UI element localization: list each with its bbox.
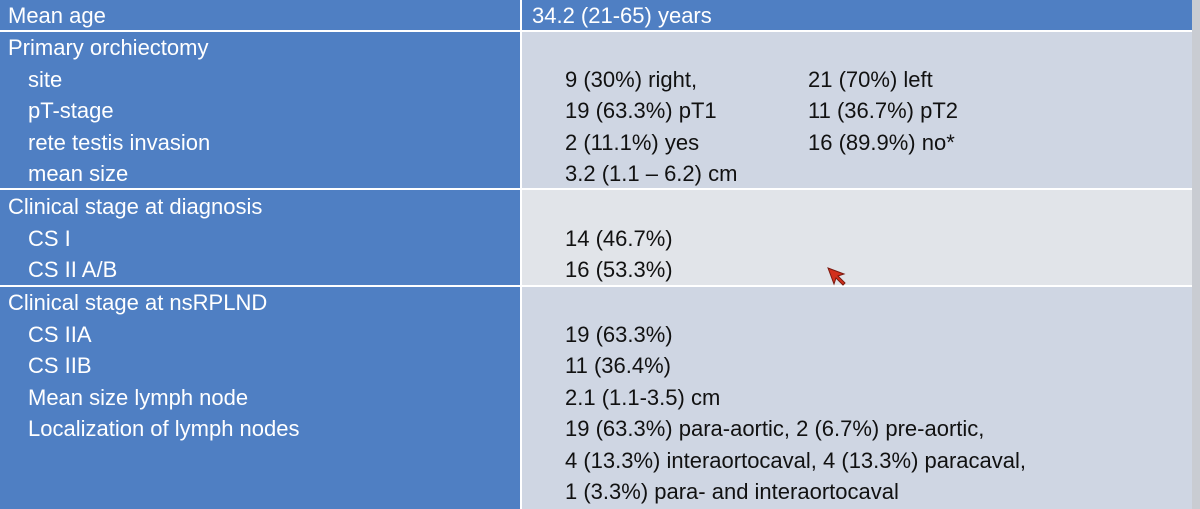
row-values: 19 (63.3%) pT1 11 (36.7%) pT2: [522, 95, 1192, 127]
row-values: 14 (46.7%): [522, 223, 1192, 255]
row-label: Mean size lymph node: [28, 384, 249, 410]
value-cell: 9 (30%) right, 21 (70%) left 19 (63.3%) pT…: [522, 32, 1192, 188]
header-value: 34.2 (21-65) years: [532, 3, 712, 28]
row-value: 16 (53.3%): [565, 257, 673, 282]
value-cell: 14 (46.7%) 16 (53.3%): [522, 190, 1192, 285]
label-cell: Primary orchiectomy site pT-stage rete test…: [0, 32, 520, 188]
spacer: [522, 287, 1192, 319]
row-values: 9 (30%) right, 21 (70%) left: [522, 64, 1192, 96]
label-cell: Clinical stage at diagnosis CS I CS II A/B: [0, 190, 520, 285]
row-value-line: 1 (3.3%) para- and interaortocaval: [565, 479, 899, 504]
row-label: CS II A/B: [28, 257, 118, 282]
group-heading: Primary orchiectomy: [8, 35, 209, 60]
group-heading: Clinical stage at nsRPLND: [8, 290, 268, 315]
row-value: 14 (46.7%): [565, 225, 673, 251]
row-label: CS I: [28, 225, 71, 251]
row-value-line: 19 (63.3%) para-aortic, 2 (6.7%) pre-aor…: [565, 416, 985, 441]
spacer: [522, 191, 1192, 223]
row-label: pT-stage: [28, 98, 114, 123]
row-value: 11 (36.4%): [565, 353, 671, 378]
row-values: 19 (63.3%): [522, 319, 1192, 351]
spacer: [522, 32, 1192, 64]
row-value-line: 4 (13.3%) interaortocaval, 4 (13.3%) par…: [565, 447, 1027, 473]
header-row: Mean age 34.2 (21-65) years: [0, 0, 1192, 30]
group-row: Clinical stage at diagnosis CS I CS II A/B…: [0, 190, 1192, 285]
row-value: 19 (63.3%): [565, 321, 673, 347]
row-values: 11 (36.4%): [522, 350, 1192, 382]
row-label: CS IIB: [28, 353, 92, 378]
label-cell: Clinical stage at nsRPLND CS IIA CS IIB Mea…: [0, 287, 520, 509]
row-value: 2.1 (1.1-3.5) cm: [565, 384, 721, 410]
row-label: mean size: [28, 161, 129, 186]
value-cell: 19 (63.3%) 11 (36.4%) 2.1 (1.1-3.5) cm 19 (…: [522, 287, 1192, 509]
group-heading: Clinical stage at diagnosis: [8, 194, 263, 219]
row-label: rete testis invasion: [28, 129, 211, 155]
row-value: 19 (63.3%) pT1: [565, 98, 717, 123]
row-values: 2 (11.1%) yes 16 (89.9%) no*: [522, 127, 1192, 159]
row-label: site: [28, 66, 63, 92]
mouse-cursor: [827, 267, 846, 286]
row-label: Localization of lymph nodes: [28, 416, 300, 441]
group-row: Primary orchiectomy site pT-stage rete test…: [0, 32, 1192, 188]
row-value: 3.2 (1.1 – 6.2) cm: [565, 161, 738, 186]
row-value: 16 (89.9%) no*: [808, 129, 955, 155]
row-value: 21 (70%) left: [808, 66, 933, 92]
row-values: 3.2 (1.1 – 6.2) cm: [522, 158, 1192, 190]
row-label: CS IIA: [28, 321, 92, 347]
header-label-cell: Mean age: [0, 0, 520, 30]
row-values: 16 (53.3%): [522, 254, 1192, 286]
header-label: Mean age: [8, 3, 106, 28]
row-value: 9 (30%) right,: [565, 66, 698, 92]
row-value: 11 (36.7%) pT2: [808, 98, 959, 123]
row-value: 2 (11.1%) yes: [565, 129, 700, 155]
group-row: Clinical stage at nsRPLND CS IIA CS IIB Mea…: [0, 287, 1192, 509]
row-values: 2.1 (1.1-3.5) cm: [522, 382, 1192, 414]
header-value-cell: 34.2 (21-65) years: [522, 0, 1192, 30]
